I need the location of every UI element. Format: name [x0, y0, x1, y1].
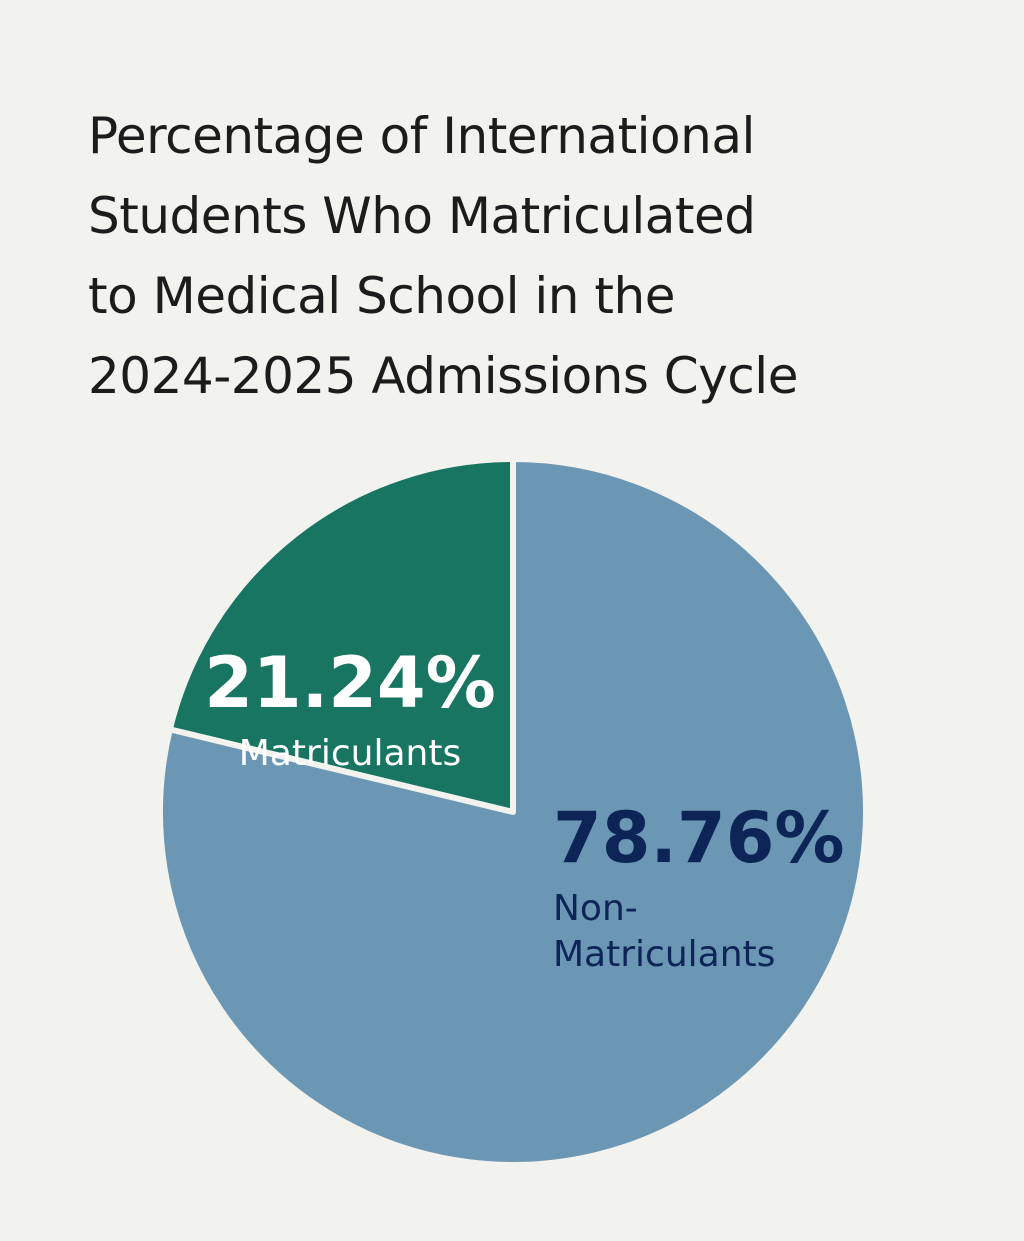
pie-slice-2 — [157, 456, 869, 1168]
slice-name-label-2-line-2: Matriculants — [553, 934, 775, 975]
slice-value-label-2: 78.76% — [553, 797, 845, 879]
slice-name-label-1-line-1: Matriculants — [239, 733, 461, 774]
chart-title-line-4: 2024-2025 Admissions Cycle — [88, 347, 798, 405]
slice-name-label-2-line-1: Non- — [553, 888, 638, 929]
chart-title-line-1: Percentage of International — [88, 107, 755, 165]
pie-slices — [157, 456, 869, 1168]
chart-title: Percentage of International Students Who… — [88, 96, 988, 416]
slice-value-label-1: 21.24% — [204, 642, 496, 724]
chart-title-line-3: to Medical School in the — [88, 267, 675, 325]
pie-labels: 21.24% Matriculants 78.76% Non- Matriculants — [204, 642, 844, 975]
chart-title-line-2: Students Who Matriculated — [88, 187, 756, 245]
pie-slice-1 — [166, 456, 516, 815]
